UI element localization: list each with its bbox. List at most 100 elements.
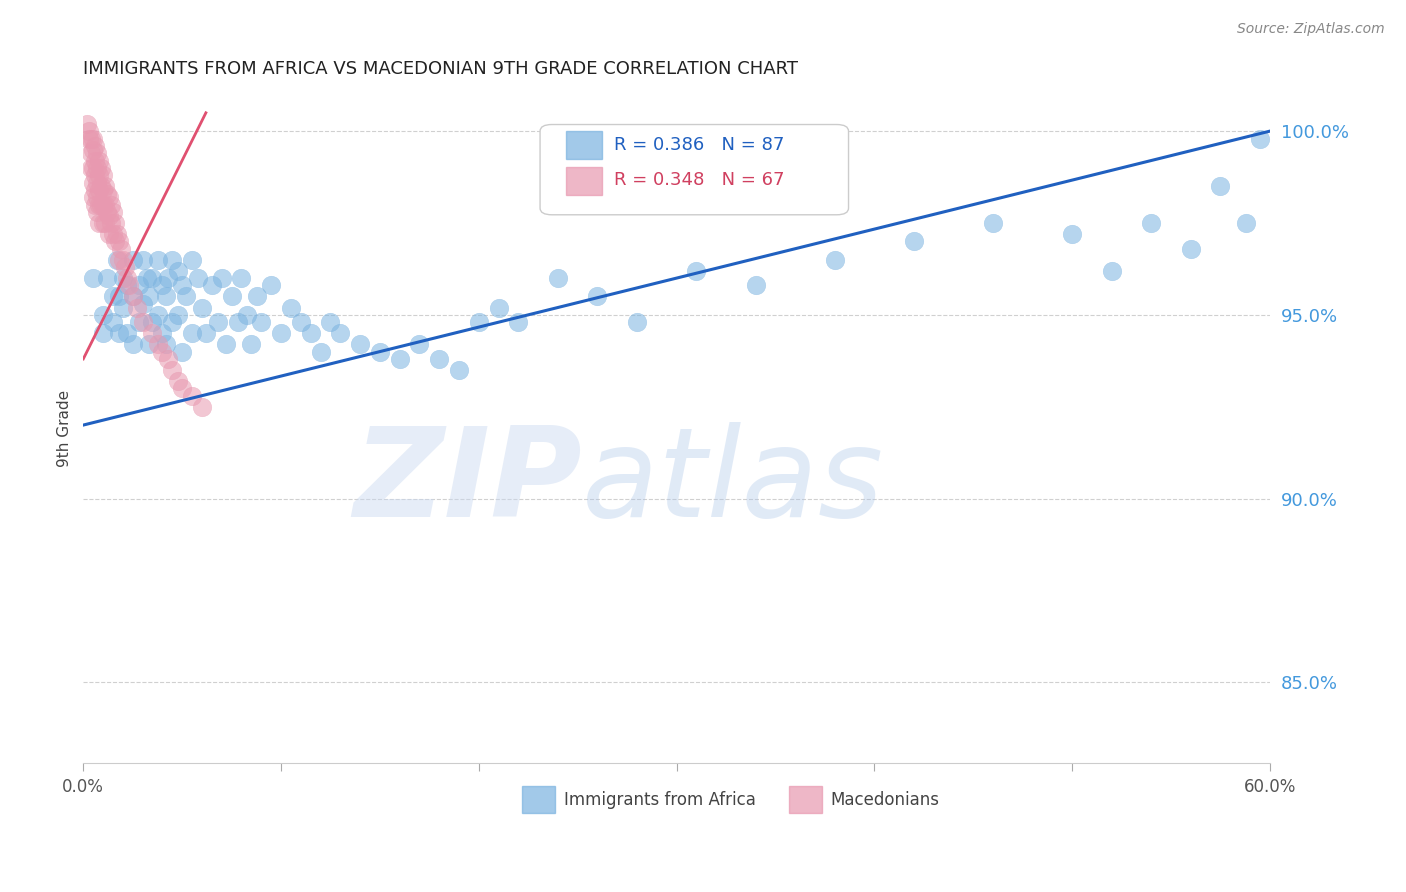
Point [114,260,136,274]
Point [82,176,104,190]
Point [84,153,107,168]
Point [115,326,138,341]
Point [388,351,411,366]
Point [108,289,131,303]
Point [121,337,143,351]
Point [194,326,217,341]
Point [90,161,112,175]
Point [108,252,131,267]
Point [236,308,259,322]
Point [131,252,153,267]
Point [104,235,127,249]
Point [162,315,184,329]
Point [221,289,243,303]
Bar [567,131,602,160]
Point [77,124,100,138]
Point [82,271,104,285]
Text: R = 0.386   N = 87: R = 0.386 N = 87 [613,136,785,153]
Point [86,146,108,161]
Point [141,326,163,341]
Point [86,190,108,204]
Point [427,351,450,366]
Point [1060,227,1083,241]
Point [181,389,204,403]
Point [105,252,128,267]
Point [148,308,170,322]
Point [128,315,150,329]
Point [111,301,134,315]
Point [167,264,190,278]
Point [98,209,121,223]
Point [115,278,138,293]
Point [231,271,253,285]
Point [1249,131,1271,145]
Point [187,271,209,285]
Point [128,278,150,293]
Point [155,289,177,303]
Point [408,337,430,351]
Point [246,289,269,303]
Point [125,301,148,315]
Point [447,363,470,377]
Text: ZIP: ZIP [353,422,582,542]
Point [150,344,173,359]
Point [118,278,141,293]
Point [150,278,173,293]
Point [191,400,214,414]
Point [368,344,391,359]
Point [121,289,143,303]
Point [84,197,107,211]
Point [744,278,766,293]
Point [96,205,118,219]
Point [98,190,121,204]
Point [508,315,530,329]
Point [162,363,184,377]
Point [108,326,131,341]
Point [86,205,108,219]
Point [90,197,112,211]
Point [141,271,163,285]
Text: IMMIGRANTS FROM AFRICA VS MACEDONIAN 9TH GRADE CORRELATION CHART: IMMIGRANTS FROM AFRICA VS MACEDONIAN 9TH… [83,60,799,78]
Point [207,315,229,329]
Text: Macedonians: Macedonians [831,791,939,809]
Point [110,242,132,256]
Point [91,197,114,211]
Point [87,153,110,168]
Point [91,308,114,322]
Point [138,289,160,303]
Point [90,179,112,194]
Point [108,235,131,249]
Point [111,271,134,285]
Point [121,289,143,303]
Point [319,315,342,329]
Point [87,183,110,197]
Point [329,326,352,341]
FancyBboxPatch shape [540,125,849,215]
Point [115,271,138,285]
Point [91,183,114,197]
Point [191,301,214,315]
Point [91,168,114,182]
Point [91,326,114,341]
Point [290,315,312,329]
Point [1140,216,1163,230]
Point [1209,179,1232,194]
Point [685,264,707,278]
Point [226,315,249,329]
Point [349,337,371,351]
Point [468,315,491,329]
Point [96,186,118,201]
Point [87,168,110,182]
Bar [567,167,602,194]
Text: R = 0.348   N = 67: R = 0.348 N = 67 [613,171,785,189]
Point [80,161,103,175]
Point [174,289,197,303]
Bar [522,787,555,814]
Point [94,197,117,211]
Point [86,161,108,175]
Point [82,190,104,204]
Point [131,297,153,311]
Point [155,337,177,351]
Point [172,344,194,359]
Point [105,227,128,241]
